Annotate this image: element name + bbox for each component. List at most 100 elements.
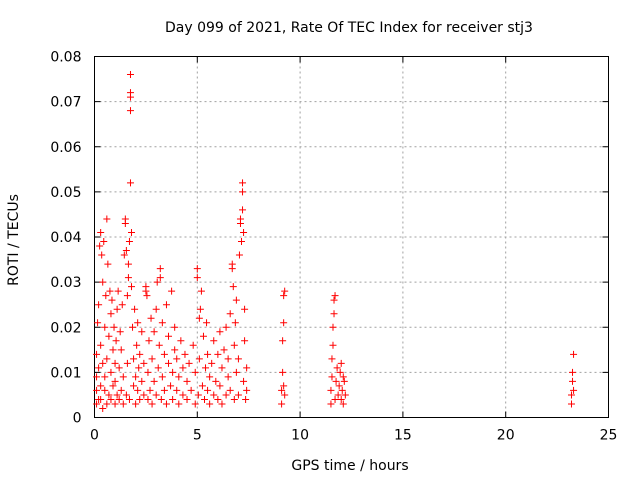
data-point <box>173 386 181 394</box>
data-point <box>162 301 170 309</box>
data-point <box>185 359 193 367</box>
data-point <box>124 260 132 268</box>
data-point <box>234 355 242 363</box>
data-point <box>169 368 177 376</box>
data-point <box>181 350 189 358</box>
data-point <box>191 400 199 408</box>
data-point <box>125 395 133 403</box>
data-point <box>179 391 187 399</box>
data-point <box>111 359 119 367</box>
data-point <box>189 341 197 349</box>
data-point <box>135 364 143 372</box>
data-point <box>193 265 201 273</box>
data-point <box>126 179 134 187</box>
data-point <box>208 359 216 367</box>
data-point <box>204 350 212 358</box>
data-point <box>222 391 230 399</box>
x-axis-label: GPS time / hours <box>291 458 408 474</box>
data-point <box>240 228 248 236</box>
data-point <box>131 305 139 313</box>
data-point <box>222 323 230 331</box>
data-point <box>148 355 156 363</box>
data-point <box>228 260 236 268</box>
data-point <box>121 219 129 227</box>
data-point <box>100 238 108 246</box>
data-point <box>98 251 106 259</box>
y-tick-label: 0.01 <box>50 365 81 381</box>
data-point <box>214 395 222 403</box>
data-point <box>101 373 109 381</box>
data-point <box>175 373 183 381</box>
data-point <box>145 337 153 345</box>
data-point <box>328 373 336 381</box>
data-point <box>109 382 117 390</box>
data-point <box>155 341 163 349</box>
data-point <box>114 287 122 295</box>
data-point <box>330 296 338 304</box>
data-point <box>115 364 123 372</box>
data-point <box>241 337 249 345</box>
data-point <box>115 395 123 403</box>
data-point <box>220 346 228 354</box>
data-point <box>333 364 341 372</box>
data-point <box>93 386 101 394</box>
data-point <box>108 296 116 304</box>
data-point <box>97 228 105 236</box>
data-point <box>109 346 117 354</box>
data-point <box>173 355 181 363</box>
data-point <box>122 391 130 399</box>
data-point <box>93 400 101 408</box>
data-point <box>238 238 246 246</box>
data-point <box>196 305 204 313</box>
x-tick-label: 5 <box>193 428 202 444</box>
data-point <box>216 328 224 336</box>
data-point <box>280 292 288 300</box>
data-point <box>331 395 339 403</box>
data-point <box>120 251 128 259</box>
y-axis-label: ROTI / TECUs <box>6 194 22 286</box>
data-point <box>130 382 138 390</box>
data-point <box>126 107 134 115</box>
data-point <box>105 332 113 340</box>
data-point <box>106 287 114 295</box>
data-point <box>148 400 156 408</box>
data-point <box>240 377 248 385</box>
data-point <box>231 319 239 327</box>
data-point <box>123 359 131 367</box>
data-point <box>212 377 220 385</box>
data-point <box>218 400 226 408</box>
y-tick-label: 0.02 <box>50 320 81 336</box>
data-point <box>334 391 342 399</box>
y-tick-label: 0.08 <box>50 50 81 66</box>
data-point <box>134 386 142 394</box>
data-point <box>339 400 347 408</box>
data-point <box>103 355 111 363</box>
data-point <box>132 400 140 408</box>
data-point <box>99 404 107 412</box>
data-point <box>158 319 166 327</box>
data-point <box>226 310 234 318</box>
data-point <box>243 364 251 372</box>
data-point <box>338 386 346 394</box>
y-tick-label: 0.07 <box>50 95 81 111</box>
data-point <box>150 377 158 385</box>
data-point <box>239 206 247 214</box>
data-point <box>570 386 578 394</box>
data-point <box>171 346 179 354</box>
y-tick-label: 0.04 <box>50 230 81 246</box>
data-point <box>241 305 249 313</box>
data-point <box>278 400 286 408</box>
data-point <box>126 71 134 79</box>
data-point <box>125 238 133 246</box>
data-point <box>206 400 214 408</box>
data-point <box>107 368 115 376</box>
data-point <box>117 386 125 394</box>
data-point <box>168 287 176 295</box>
data-point <box>280 382 288 390</box>
data-point <box>140 359 148 367</box>
data-point <box>567 400 575 408</box>
data-point <box>194 391 202 399</box>
data-point <box>187 386 195 394</box>
data-point <box>138 328 146 336</box>
